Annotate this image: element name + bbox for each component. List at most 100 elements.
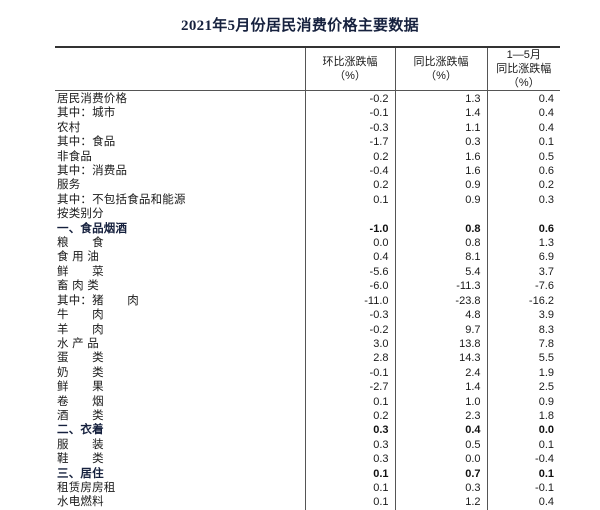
column-header-yoy-line2: （%）: [425, 70, 457, 82]
table-row: 其中：猪 肉 -11.0 -23.8 -16.2: [55, 293, 560, 309]
row-value-mom: -1.7: [304, 135, 395, 150]
column-header-label: [55, 46, 305, 91]
row-label: 其中：食品: [57, 136, 116, 149]
table-header-row: 环比涨跌幅 （%） 同比涨跌幅 （%） 1—5月 同比涨跌幅（%）: [55, 46, 560, 91]
row-value-yoy: -23.8: [394, 293, 487, 309]
row-label: 租赁房房租: [57, 481, 116, 494]
row-value-ytd: 0.4: [486, 90, 560, 107]
row-label: 服务: [57, 179, 81, 192]
table-row: 粮 食 0.0 0.8 1.3: [55, 236, 560, 251]
column-header-ytd-line2: 同比涨跌幅（%）: [496, 63, 552, 89]
row-label: 其中：消费品: [57, 165, 128, 178]
table-row: 羊 肉 -0.2 9.7 8.3: [55, 322, 560, 337]
row-label: 食 用 油: [57, 251, 99, 264]
row-label: 粮 食: [57, 237, 104, 250]
column-header-ytd-line1: 1—5月: [506, 49, 541, 61]
row-value-ytd: -16.2: [486, 293, 560, 309]
row-value-yoy: 0.0: [394, 452, 487, 467]
table-row: 服 装 0.3 0.5 0.1: [55, 437, 560, 453]
table-row: 居民消费价格 -0.2 1.3 0.4: [55, 90, 560, 107]
row-value-mom: -0.1: [304, 365, 395, 381]
row-value-ytd: 0.1: [486, 437, 560, 453]
row-value-ytd: 0.2: [486, 178, 560, 193]
row-value-mom: -11.0: [304, 293, 395, 309]
row-value-yoy: 13.8: [394, 336, 487, 352]
table-row: 三、居住 0.1 0.7 0.1: [55, 466, 560, 481]
row-value-ytd: 1.9: [486, 365, 560, 381]
row-value-mom: 0.1: [304, 394, 395, 409]
cpi-data-table: 环比涨跌幅 （%） 同比涨跌幅 （%） 1—5月 同比涨跌幅（%） 居民消费价格…: [55, 46, 560, 510]
row-label: 畜 肉 类: [57, 280, 99, 293]
row-label: 一、食品烟酒: [57, 222, 128, 235]
row-label: 羊 肉: [57, 323, 104, 336]
row-label: 蛋 类: [57, 352, 104, 365]
table-row: 畜 肉 类 -6.0 -11.3 -7.6: [55, 279, 560, 294]
table-row: 租赁房房租 0.1 0.3 -0.1: [55, 480, 560, 496]
column-header-mom: 环比涨跌幅 （%）: [304, 46, 395, 91]
row-label: 非食品: [57, 150, 93, 163]
row-value-ytd: 0.6: [486, 164, 560, 179]
row-value-mom: 0.1: [304, 466, 395, 481]
row-value-yoy: 1.3: [394, 90, 487, 107]
row-value-yoy: 0.9: [394, 178, 487, 193]
row-label: 水 产 品: [57, 337, 99, 350]
row-value-mom: [304, 207, 395, 222]
row-value-yoy: 1.2: [394, 495, 487, 510]
row-value-ytd: 0.4: [486, 495, 560, 510]
row-value-yoy: 0.7: [394, 466, 487, 481]
row-value-ytd: 0.0: [486, 423, 560, 438]
row-value-mom: 3.0: [304, 336, 395, 352]
row-value-yoy: 5.4: [394, 264, 487, 280]
table-row: 酒 类 0.2 2.3 1.8: [55, 408, 560, 424]
row-value-ytd: 0.1: [486, 135, 560, 150]
row-value-yoy: 0.3: [394, 480, 487, 496]
table-row: 蛋 类 2.8 14.3 5.5: [55, 351, 560, 366]
row-value-ytd: [486, 207, 560, 222]
row-value-ytd: 0.4: [486, 106, 560, 121]
row-value-yoy: 4.8: [394, 308, 487, 323]
row-label: 二、衣着: [57, 424, 104, 437]
row-label: 其中：猪 肉: [57, 294, 139, 307]
row-value-ytd: 3.7: [486, 264, 560, 280]
table-header: 环比涨跌幅 （%） 同比涨跌幅 （%） 1—5月 同比涨跌幅（%）: [55, 46, 560, 91]
row-value-ytd: 1.8: [486, 408, 560, 424]
row-value-yoy: 1.4: [394, 106, 487, 121]
row-value-ytd: 5.5: [486, 351, 560, 366]
row-label: 水电燃料: [57, 496, 104, 509]
row-value-ytd: -7.6: [486, 279, 560, 294]
row-value-yoy: 0.3: [394, 135, 487, 150]
row-label: 居民消费价格: [57, 93, 128, 105]
row-value-ytd: 7.8: [486, 336, 560, 352]
table-row: 卷 烟 0.1 1.0 0.9: [55, 394, 560, 409]
row-value-yoy: 1.4: [394, 380, 487, 395]
row-value-ytd: 8.3: [486, 322, 560, 337]
row-label: 农村: [57, 121, 81, 134]
table-row: 农村 -0.3 1.1 0.4: [55, 120, 560, 136]
row-value-mom: -0.2: [304, 90, 395, 107]
table-row: 按类别分: [55, 207, 560, 222]
row-value-mom: -0.4: [304, 164, 395, 179]
row-value-ytd: 0.9: [486, 394, 560, 409]
cpi-table-container: 环比涨跌幅 （%） 同比涨跌幅 （%） 1—5月 同比涨跌幅（%） 居民消费价格…: [55, 46, 560, 510]
row-value-mom: -0.2: [304, 322, 395, 337]
table-row: 奶 类 -0.1 2.4 1.9: [55, 365, 560, 381]
page-title: 2021年5月份居民消费价格主要数据: [181, 18, 419, 34]
row-value-mom: -0.3: [304, 308, 395, 323]
row-label: 牛 肉: [57, 309, 104, 322]
row-value-yoy: 1.1: [394, 120, 487, 136]
table-row: 一、食品烟酒 -1.0 0.8 0.6: [55, 221, 560, 237]
row-value-mom: -5.6: [304, 264, 395, 280]
table-row: 水 产 品 3.0 13.8 7.8: [55, 336, 560, 352]
row-value-mom: -0.3: [304, 120, 395, 136]
row-label: 其中：城市: [57, 107, 116, 120]
row-label: 鲜 菜: [57, 265, 104, 278]
row-value-yoy: 2.3: [394, 408, 487, 424]
row-label: 按类别分: [57, 208, 104, 221]
row-value-ytd: 1.3: [486, 236, 560, 251]
row-value-ytd: 0.5: [486, 149, 560, 165]
table-row: 非食品 0.2 1.6 0.5: [55, 149, 560, 165]
row-label: 卷 烟: [57, 395, 104, 408]
row-value-ytd: 2.5: [486, 380, 560, 395]
table-row: 其中：城市 -0.1 1.4 0.4: [55, 106, 560, 121]
